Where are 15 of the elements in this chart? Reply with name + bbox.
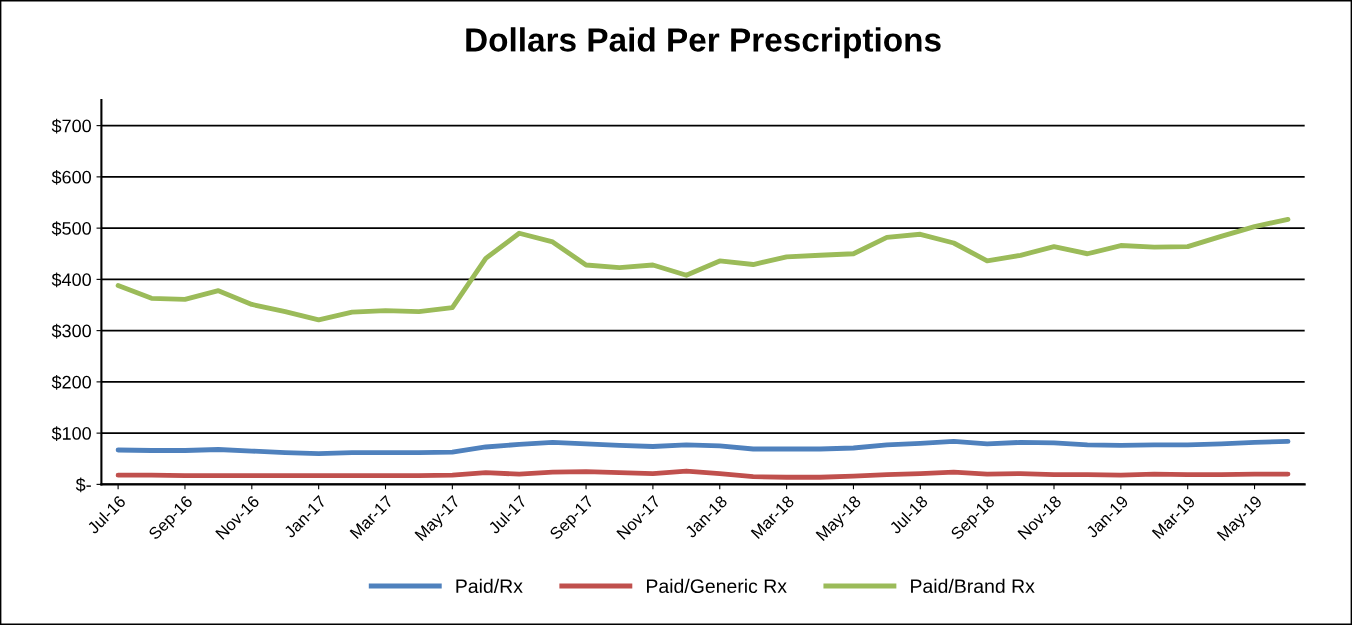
y-tick-label: $300 <box>51 323 91 339</box>
chart-title: Dollars Paid Per Prescriptions <box>466 27 941 59</box>
y-tick-label: $500 <box>51 221 91 236</box>
legend-label: Paid/Rx <box>456 578 523 594</box>
y-tick-label: $700 <box>51 118 91 134</box>
line-series <box>115 216 1291 323</box>
line-series <box>115 438 1291 457</box>
y-tick-label: $200 <box>51 375 91 390</box>
y-tick-label: $400 <box>51 272 91 288</box>
y-tick-label: $- <box>75 477 91 493</box>
legend-label: Paid/Brand Rx <box>911 578 1035 594</box>
y-tick-label: $600 <box>51 170 91 185</box>
legend-label: Paid/Generic Rx <box>647 578 787 594</box>
line-series <box>115 468 1291 480</box>
y-tick-label: $100 <box>51 426 91 441</box>
